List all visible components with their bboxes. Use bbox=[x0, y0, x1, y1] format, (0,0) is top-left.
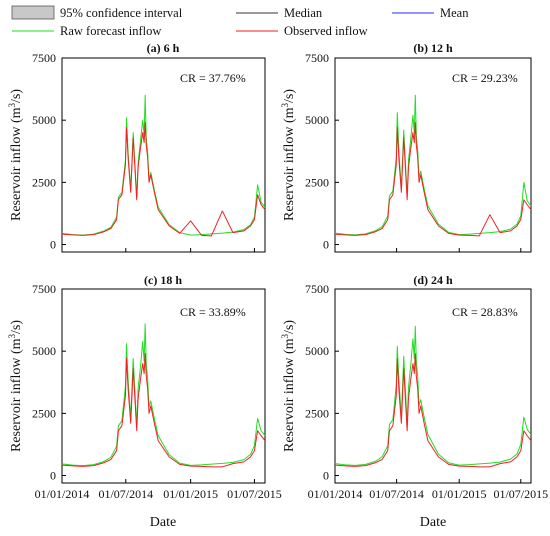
panel-d: (d) 24 h CR = 28.83% 0 2500 5000 7500 01/01… bbox=[305, 273, 548, 501]
panel-c-series bbox=[61, 323, 266, 468]
panel-b-title: (b) 12 h bbox=[413, 41, 453, 55]
panel-d-frame bbox=[334, 288, 532, 484]
legend-raw-label: Raw forecast inflow bbox=[60, 24, 161, 38]
legend: 95% confidence interval Median Mean Raw … bbox=[11, 5, 469, 38]
panel-c-ytick-label: 2500 bbox=[32, 406, 56, 420]
panel-c: (c) 18 h CR = 33.89% 0 2500 5000 7500 01/01… bbox=[32, 273, 282, 501]
y-axis-label-left-top: Reservoir inflow (m3/s) bbox=[7, 89, 24, 221]
panel-c-series-raw-forecast-inflow bbox=[61, 323, 266, 467]
panel-c-frame bbox=[61, 288, 266, 484]
panel-c-ytick-label: 0 bbox=[50, 469, 56, 483]
panel-d-title: (d) 24 h bbox=[413, 273, 453, 287]
panel-c-xtick-label: 01/07/2015 bbox=[227, 487, 282, 501]
panel-b-ytick-label: 5000 bbox=[305, 113, 329, 127]
panel-b-yticks: 0 2500 5000 7500 bbox=[305, 51, 339, 252]
panel-c-cr: CR = 33.89% bbox=[180, 305, 246, 319]
panel-d-series-raw-forecast-inflow bbox=[334, 325, 532, 466]
x-axis-label-left: Date bbox=[150, 515, 176, 530]
panel-a-frame bbox=[61, 57, 266, 253]
panel-d-xtick-label: 01/01/2015 bbox=[432, 487, 487, 501]
panel-c-xtick-label: 01/07/2014 bbox=[98, 487, 153, 501]
panel-c-xtick-label: 01/01/2014 bbox=[35, 487, 90, 501]
panel-d-ytick-label: 0 bbox=[323, 469, 329, 483]
panel-b: (b) 12 h CR = 29.23% 0 2500 5000 7500 bbox=[305, 41, 532, 253]
panel-b-series bbox=[334, 94, 532, 237]
panel-d-series bbox=[334, 325, 532, 468]
panel-b-ytick-label: 7500 bbox=[305, 51, 329, 65]
panel-c-xticks: 01/01/2014 01/07/2014 01/01/2015 01/07/2015 bbox=[35, 487, 282, 501]
legend-ci-label: 95% confidence interval bbox=[60, 6, 183, 20]
panel-d-series-observed-inflow bbox=[334, 353, 532, 468]
panel-c-ytick-label: 7500 bbox=[32, 282, 56, 296]
panel-a-title: (a) 6 h bbox=[147, 41, 180, 55]
legend-median-label: Median bbox=[284, 6, 323, 20]
panel-b-ytick-label: 2500 bbox=[305, 175, 329, 189]
panel-a-series-observed-inflow bbox=[61, 122, 266, 237]
panel-c-title: (c) 18 h bbox=[144, 273, 182, 287]
panel-b-series-observed-inflow bbox=[334, 122, 532, 237]
panel-d-ytick-label: 7500 bbox=[305, 282, 329, 296]
panel-c-ytick-label: 5000 bbox=[32, 344, 56, 358]
legend-mean-label: Mean bbox=[440, 6, 469, 20]
panel-d-yticks: 0 2500 5000 7500 bbox=[305, 282, 339, 483]
panel-b-frame bbox=[334, 57, 532, 253]
y-axis-label-left-bottom: Reservoir inflow (m3/s) bbox=[7, 320, 24, 452]
panel-a-ytick-label: 2500 bbox=[32, 175, 56, 189]
x-axis-label-right: Date bbox=[420, 515, 446, 530]
panel-c-yticks: 0 2500 5000 7500 bbox=[32, 282, 66, 483]
panel-c-xtick-label: 01/01/2015 bbox=[163, 487, 218, 501]
panel-d-xtick-label: 01/07/2015 bbox=[493, 487, 548, 501]
legend-ci-swatch bbox=[11, 5, 55, 20]
panel-a-series bbox=[61, 94, 266, 237]
panel-d-ytick-label: 5000 bbox=[305, 344, 329, 358]
panel-a-yticks: 0 2500 5000 7500 bbox=[32, 51, 66, 252]
panel-a-ytick-label: 7500 bbox=[32, 51, 56, 65]
panel-a-series-raw-forecast-inflow bbox=[61, 94, 266, 236]
panel-a-cr: CR = 37.76% bbox=[180, 71, 246, 85]
panel-a-ytick-label: 5000 bbox=[32, 113, 56, 127]
panel-b-series-raw-forecast-inflow bbox=[334, 94, 532, 236]
panel-a: (a) 6 h CR = 37.76% 0 2500 5000 7500 bbox=[32, 41, 266, 253]
y-axis-label-right-bottom: Reservoir inflow (m3/s) bbox=[280, 320, 297, 452]
panel-b-ytick-label: 0 bbox=[323, 238, 329, 252]
panel-d-cr: CR = 28.83% bbox=[452, 305, 518, 319]
panel-c-series-observed-inflow bbox=[61, 353, 266, 468]
panel-d-xtick-label: 01/01/2014 bbox=[308, 487, 363, 501]
panel-b-cr: CR = 29.23% bbox=[452, 71, 518, 85]
panel-d-xticks: 01/01/2014 01/07/2014 01/01/2015 01/07/2015 bbox=[308, 487, 548, 501]
y-axis-label-right-top: Reservoir inflow (m3/s) bbox=[280, 89, 297, 221]
panel-a-ytick-label: 0 bbox=[50, 238, 56, 252]
panel-d-xtick-label: 01/07/2014 bbox=[369, 487, 424, 501]
legend-obs-label: Observed inflow bbox=[284, 24, 368, 38]
panel-d-ytick-label: 2500 bbox=[305, 406, 329, 420]
